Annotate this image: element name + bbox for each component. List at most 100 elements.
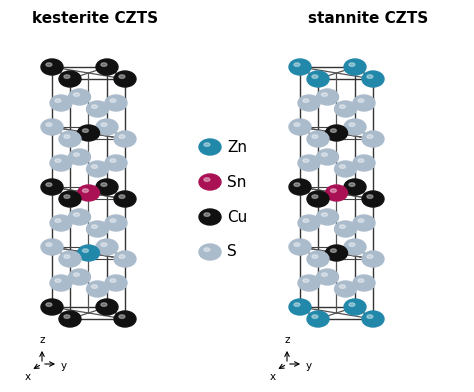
Ellipse shape [101,243,107,247]
Ellipse shape [96,239,118,255]
Ellipse shape [73,213,80,216]
Ellipse shape [46,123,52,126]
Ellipse shape [59,71,81,87]
Ellipse shape [119,135,125,138]
Ellipse shape [317,89,338,105]
Ellipse shape [349,243,355,247]
Ellipse shape [317,149,338,165]
Ellipse shape [317,269,338,285]
Ellipse shape [86,221,109,237]
Ellipse shape [312,135,318,138]
Ellipse shape [344,119,366,135]
Ellipse shape [114,251,136,267]
Ellipse shape [307,311,329,327]
Ellipse shape [303,99,309,102]
Ellipse shape [294,303,300,307]
Ellipse shape [114,131,136,147]
Text: y: y [61,361,67,371]
Ellipse shape [59,191,81,207]
Text: x: x [25,372,31,383]
Ellipse shape [86,161,109,177]
Ellipse shape [105,155,127,171]
Ellipse shape [101,63,107,66]
Ellipse shape [339,285,346,289]
Ellipse shape [362,191,384,207]
Ellipse shape [50,155,72,171]
Ellipse shape [96,299,118,315]
Ellipse shape [199,139,221,155]
Ellipse shape [91,105,98,109]
Text: kesterite CZTS: kesterite CZTS [32,11,158,26]
Ellipse shape [289,119,311,135]
Ellipse shape [50,215,72,231]
Ellipse shape [73,273,80,276]
Ellipse shape [312,195,318,198]
Ellipse shape [339,165,346,169]
Ellipse shape [330,189,337,192]
Ellipse shape [105,275,127,291]
Ellipse shape [367,255,373,258]
Ellipse shape [78,125,100,141]
Ellipse shape [105,215,127,231]
Ellipse shape [303,279,309,282]
Ellipse shape [69,89,91,105]
Ellipse shape [204,248,210,251]
Ellipse shape [69,269,91,285]
Ellipse shape [96,179,118,195]
Ellipse shape [294,63,300,66]
Ellipse shape [335,221,356,237]
Ellipse shape [69,209,91,225]
Ellipse shape [321,273,328,276]
Text: y: y [306,361,312,371]
Ellipse shape [50,95,72,111]
Ellipse shape [362,251,384,267]
Ellipse shape [82,129,89,132]
Ellipse shape [289,59,311,75]
Ellipse shape [110,219,116,222]
Ellipse shape [367,195,373,198]
Ellipse shape [110,159,116,162]
Ellipse shape [73,93,80,96]
Ellipse shape [46,183,52,187]
Ellipse shape [86,281,109,297]
Ellipse shape [321,153,328,156]
Ellipse shape [46,63,52,66]
Ellipse shape [110,279,116,282]
Ellipse shape [358,219,364,222]
Ellipse shape [50,275,72,291]
Ellipse shape [41,239,63,255]
Ellipse shape [339,105,346,109]
Ellipse shape [64,135,70,138]
Ellipse shape [55,279,61,282]
Ellipse shape [307,131,329,147]
Ellipse shape [307,71,329,87]
Ellipse shape [298,215,320,231]
Ellipse shape [353,215,375,231]
Ellipse shape [353,95,375,111]
Ellipse shape [289,179,311,195]
Text: x: x [270,372,276,383]
Ellipse shape [303,159,309,162]
Ellipse shape [96,59,118,75]
Ellipse shape [101,303,107,307]
Ellipse shape [101,123,107,126]
Ellipse shape [294,243,300,247]
Text: Zn: Zn [227,140,247,154]
Ellipse shape [64,195,70,198]
Ellipse shape [335,101,356,117]
Ellipse shape [344,179,366,195]
Ellipse shape [46,243,52,247]
Ellipse shape [82,189,89,192]
Ellipse shape [294,123,300,126]
Ellipse shape [91,165,98,169]
Ellipse shape [321,93,328,96]
Ellipse shape [78,245,100,261]
Ellipse shape [69,149,91,165]
Ellipse shape [199,174,221,190]
Ellipse shape [91,285,98,289]
Ellipse shape [349,63,355,66]
Ellipse shape [119,255,125,258]
Ellipse shape [349,303,355,307]
Ellipse shape [289,299,311,315]
Ellipse shape [307,191,329,207]
